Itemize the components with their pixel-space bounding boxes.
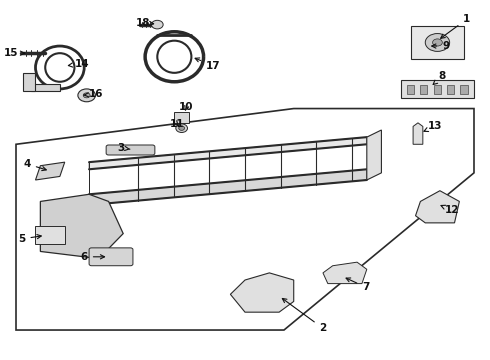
Text: 9: 9	[432, 41, 449, 51]
Bar	[434, 85, 441, 94]
Text: 6: 6	[80, 252, 104, 262]
Polygon shape	[416, 191, 460, 223]
Circle shape	[151, 20, 163, 29]
Text: 10: 10	[179, 102, 194, 112]
Text: 4: 4	[24, 159, 46, 171]
Text: 17: 17	[195, 58, 220, 71]
Polygon shape	[40, 194, 123, 258]
Text: 14: 14	[68, 59, 89, 69]
Circle shape	[176, 124, 188, 132]
Bar	[460, 85, 467, 94]
Polygon shape	[30, 84, 60, 91]
Polygon shape	[35, 226, 65, 244]
Text: 18: 18	[135, 18, 154, 28]
Polygon shape	[413, 123, 423, 144]
Ellipse shape	[92, 249, 130, 264]
Text: 12: 12	[441, 205, 459, 215]
Bar	[447, 85, 454, 94]
Text: 8: 8	[433, 71, 446, 85]
Circle shape	[433, 39, 442, 46]
Text: 1: 1	[441, 14, 470, 38]
Polygon shape	[367, 130, 381, 180]
Polygon shape	[323, 262, 367, 284]
FancyBboxPatch shape	[89, 248, 133, 266]
Circle shape	[78, 89, 96, 102]
Text: 13: 13	[424, 121, 442, 131]
Polygon shape	[35, 162, 65, 180]
Text: 7: 7	[346, 278, 369, 292]
Polygon shape	[89, 137, 367, 169]
Polygon shape	[411, 26, 464, 59]
Polygon shape	[24, 73, 35, 91]
Text: 5: 5	[18, 234, 41, 244]
FancyBboxPatch shape	[106, 145, 155, 155]
Text: 15: 15	[4, 48, 24, 58]
Text: 11: 11	[170, 119, 184, 129]
Polygon shape	[174, 112, 189, 123]
Polygon shape	[230, 273, 294, 312]
Circle shape	[83, 93, 90, 98]
Text: 3: 3	[117, 143, 130, 153]
Text: 2: 2	[282, 298, 326, 333]
Polygon shape	[89, 169, 367, 205]
Text: 16: 16	[83, 89, 104, 99]
Circle shape	[425, 33, 450, 51]
Polygon shape	[401, 80, 474, 98]
Circle shape	[179, 126, 185, 130]
Bar	[420, 85, 427, 94]
Bar	[407, 85, 414, 94]
